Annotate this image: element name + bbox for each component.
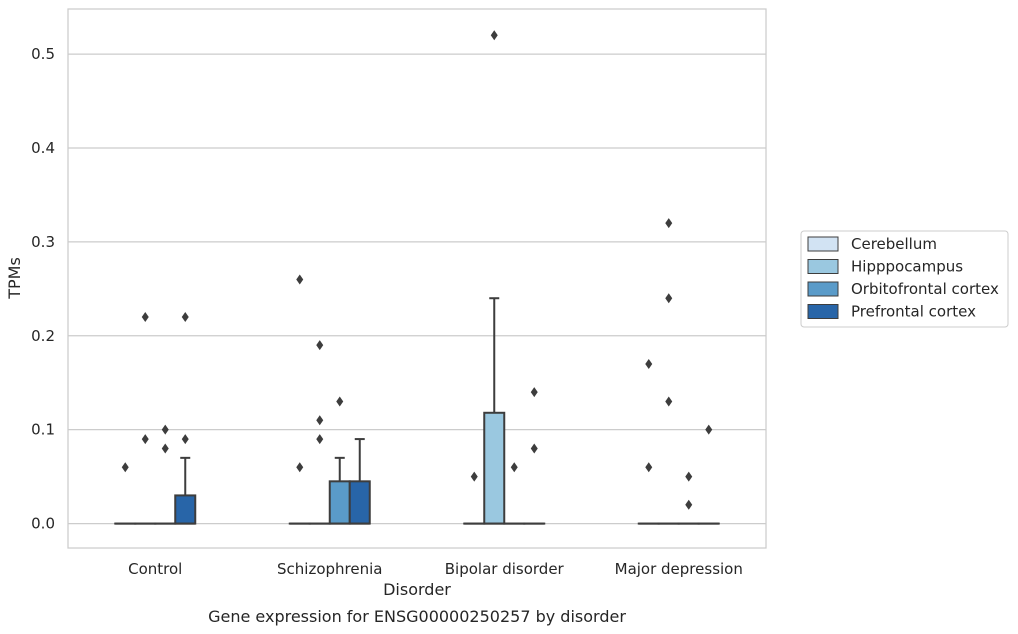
box-2-2 <box>503 462 526 525</box>
box-0-0 <box>114 462 137 525</box>
x-axis-title: Disorder <box>383 580 451 599</box>
x-tick-label-3: Major depression <box>615 560 743 578</box>
y-tick-label-3: 0.3 <box>31 233 55 251</box>
outlier-point-0 <box>296 462 304 473</box>
box-body <box>328 480 351 525</box>
y-tick-label-5: 0.5 <box>31 45 55 63</box>
legend-label: Orbitofrontal cortex <box>851 280 999 298</box>
outlier-point-0 <box>490 30 498 41</box>
legend: Cerebellum Hipppocampus Orbitofrontal cort… <box>800 230 1009 328</box>
outlier-point-1 <box>141 312 149 322</box>
chart-caption: Gene expression for ENSG00000250257 by d… <box>208 607 626 626</box>
y-tick-labels: 0.0 0.1 0.2 0.3 0.4 0.5 <box>31 45 55 533</box>
box-3-3 <box>697 424 720 525</box>
legend-item-1: Hipppocampus <box>807 258 963 276</box>
box-3-0 <box>637 358 660 525</box>
outlier-point-1 <box>316 340 324 351</box>
box-body <box>483 411 506 525</box>
outlier-point-2 <box>316 415 324 426</box>
legend-swatch <box>807 304 839 319</box>
outlier-point-0 <box>510 462 518 473</box>
outlier-point-0 <box>705 424 713 435</box>
outlier-point-0 <box>121 462 129 473</box>
y-tick-label-4: 0.4 <box>31 139 55 157</box>
grid-lines <box>68 53 766 525</box>
box-1-2 <box>328 396 351 525</box>
box-1-0 <box>288 274 311 525</box>
outlier-point-2 <box>665 396 673 407</box>
legend-swatch <box>807 281 839 297</box>
x-tick-label-2: Bipolar disorder <box>445 560 565 578</box>
outlier-point-0 <box>665 218 673 229</box>
outlier-point-0 <box>530 387 538 398</box>
box-0-2 <box>154 424 177 525</box>
box-3-1 <box>657 218 680 525</box>
outlier-point-0 <box>181 434 189 445</box>
box-0-1 <box>134 312 157 525</box>
outlier-point-0 <box>470 471 478 482</box>
y-tick-label-1: 0.1 <box>31 421 55 439</box>
outlier-point-0 <box>161 424 169 435</box>
outlier-point-1 <box>161 443 169 454</box>
outlier-point-0 <box>141 434 149 445</box>
box-3-2 <box>677 471 700 525</box>
box-0-3 <box>174 312 197 525</box>
outlier-point-0 <box>645 462 653 473</box>
x-tick-label-1: Schizophrenia <box>277 560 382 578</box>
box-body <box>174 494 197 525</box>
outlier-point-1 <box>181 312 189 322</box>
legend-label: Prefrontal cortex <box>851 303 976 321</box>
legend-label: Cerebellum <box>851 235 937 253</box>
outlier-point-0 <box>336 396 344 407</box>
legend-item-2: Orbitofrontal cortex <box>807 280 999 298</box>
box-1-1 <box>308 340 331 525</box>
x-tick-labels: Control Schizophrenia Bipolar disorder Majo… <box>128 560 743 578</box>
plot-frame <box>67 8 767 549</box>
box-2-1 <box>483 30 506 525</box>
legend-item-3: Prefrontal cortex <box>807 303 976 321</box>
box-2-0 <box>463 471 486 525</box>
legend-swatch <box>807 259 839 274</box>
legend-swatch <box>807 236 839 252</box>
outlier-point-0 <box>685 471 693 482</box>
outlier-point-1 <box>685 499 693 510</box>
outlier-point-1 <box>665 293 673 304</box>
y-axis-title: TPMs <box>5 257 24 300</box>
box-body <box>348 480 371 525</box>
legend-label: Hipppocampus <box>851 258 963 276</box>
box-2-3 <box>523 387 546 525</box>
box-plots <box>114 30 720 525</box>
y-tick-label-2: 0.2 <box>31 327 55 345</box>
box-1-3 <box>348 438 371 525</box>
outlier-point-0 <box>316 434 324 445</box>
x-tick-label-0: Control <box>128 560 182 578</box>
y-tick-label-0: 0.0 <box>31 515 55 533</box>
legend-frame <box>800 230 1009 328</box>
legend-item-0: Cerebellum <box>807 235 937 253</box>
outlier-point-1 <box>530 443 538 454</box>
outlier-point-1 <box>296 274 304 285</box>
outlier-point-1 <box>645 358 653 369</box>
